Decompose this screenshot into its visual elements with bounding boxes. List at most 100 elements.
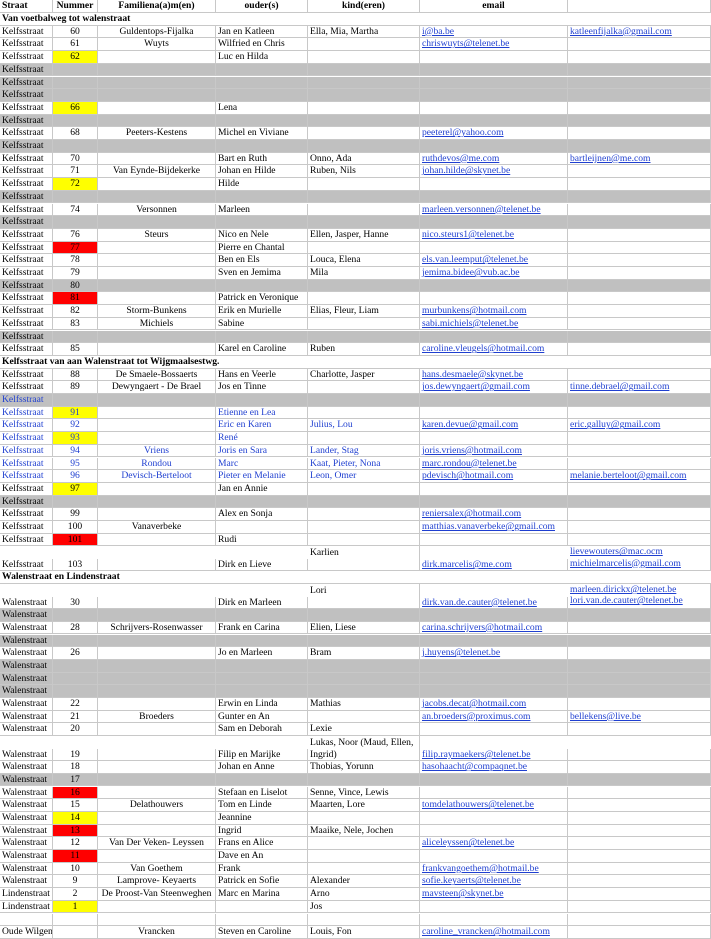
- ouders-cell: [216, 913, 308, 926]
- email-cell[interactable]: reniersalex@hotmail.com: [420, 508, 568, 520]
- email-2-cell: [568, 773, 711, 786]
- straat-cell: Kelfsstraat: [0, 457, 53, 470]
- email-cell[interactable]: joris.vriens@hotmail.com: [420, 444, 568, 457]
- email-2-cell[interactable]: lievewouters@mac.ocm michielmarcelis@gmai…: [568, 546, 711, 571]
- email-cell[interactable]: i@ba.be: [420, 25, 568, 38]
- email-cell[interactable]: caroline_vrancken@hotmail.com: [420, 926, 568, 938]
- kinderen-cell: Lexie: [308, 723, 420, 736]
- email-cell[interactable]: johan.hilde@skynet.be: [420, 165, 568, 178]
- email-link[interactable]: michielmarcelis@gmail.com: [570, 557, 681, 569]
- table-row: Kelfsstraat 85 Karel en Caroline Ruben carol…: [0, 343, 711, 356]
- email-2-cell[interactable]: bartleijnen@me.com: [568, 152, 711, 165]
- nummer-cell: 30: [53, 596, 98, 609]
- kinderen-cell: Elias, Fleur, Liam: [308, 305, 420, 317]
- familie-cell: Versonnen: [98, 203, 216, 216]
- email-2-cell: [568, 343, 711, 355]
- email-cell[interactable]: peeterel@yahoo.com: [420, 127, 568, 139]
- email-2-cell: [568, 165, 711, 178]
- email-cell[interactable]: nico.steurs1@telenet.be: [420, 228, 568, 241]
- email-cell[interactable]: els.van.leemput@telenet.be: [420, 254, 568, 266]
- email-cell: [420, 609, 568, 621]
- email-2-cell: [568, 811, 711, 824]
- email-cell[interactable]: carina.schrijvers@hotmail.com: [420, 621, 568, 634]
- straat-cell: Kelfsstraat: [0, 521, 53, 533]
- email-cell[interactable]: an.broeders@proximus.com: [420, 710, 568, 723]
- familie-cell: Broeders: [98, 710, 216, 723]
- email-cell[interactable]: karen.devue@gmail.com: [420, 419, 568, 432]
- email-2-cell: [568, 330, 711, 343]
- nummer-cell: [53, 216, 98, 228]
- ouders-cell: Steven en Caroline: [216, 926, 308, 938]
- email-cell: [420, 482, 568, 495]
- email-cell[interactable]: frankvangoethem@hotmail.be: [420, 862, 568, 875]
- email-cell[interactable]: sabi.michiels@telenet.be: [420, 317, 568, 330]
- straat-cell: Lindenstraat: [0, 888, 53, 900]
- email-cell[interactable]: hans.desmaele@skynet.be: [420, 368, 568, 381]
- ouders-cell: Ingrid: [216, 824, 308, 837]
- familie-cell: [98, 140, 216, 152]
- table-row: Kelfsstraat 60 Guldentops-Fijalka Jan en Ka…: [0, 25, 711, 39]
- email-2-cell[interactable]: marleen.dirickx@telenet.be lori.van.de.ca…: [568, 584, 711, 609]
- nummer-cell: 92: [53, 419, 98, 432]
- email-cell[interactable]: caroline.vleugels@hotmail.com: [420, 343, 568, 355]
- familie-cell: [98, 495, 216, 508]
- email-cell[interactable]: dirk.marcelis@me.com: [420, 559, 568, 571]
- email-2-cell[interactable]: tinne.debrael@gmail.com: [568, 381, 711, 393]
- straat-cell: Kelfsstraat: [0, 368, 53, 381]
- email-cell[interactable]: sofie.keyaerts@telenet.be: [420, 875, 568, 888]
- email-cell[interactable]: ruthdevos@me.com: [420, 152, 568, 165]
- email-cell[interactable]: pdevisch@hotmail.com: [420, 470, 568, 482]
- nummer-cell: 20: [53, 723, 98, 736]
- email-2-cell[interactable]: katleenfijalka@gmail.com: [568, 25, 711, 38]
- email-cell[interactable]: dirk.van.de.cauter@telenet.be: [420, 596, 568, 609]
- email-link[interactable]: lievewouters@mac.ocm: [570, 546, 663, 558]
- email-cell: [420, 811, 568, 824]
- nummer-cell: 93: [53, 432, 98, 444]
- email-2-cell[interactable]: bellekens@live.be: [568, 710, 711, 723]
- straat-cell: Kelfsstraat: [0, 292, 53, 305]
- nummer-cell: 18: [53, 761, 98, 773]
- table-row: Kelfsstraat 91 Etienne en Lea: [0, 406, 711, 420]
- nummer-cell: 14: [53, 811, 98, 824]
- straat-cell: Walenstraat: [0, 862, 53, 875]
- familie-cell: [98, 254, 216, 266]
- header-email: email: [420, 0, 568, 12]
- email-cell[interactable]: hasohaacht@compaqnet.be: [420, 761, 568, 773]
- email-cell[interactable]: jos.dewyngaert@gmail.com: [420, 381, 568, 393]
- email-cell[interactable]: jemima.bidee@vub.ac.be: [420, 267, 568, 279]
- email-cell[interactable]: marc.rondou@telenet.be: [420, 457, 568, 470]
- email-link[interactable]: lori.van.de.cauter@telenet.be: [570, 595, 683, 607]
- ouders-cell: Patrick en Sofie: [216, 875, 308, 888]
- nummer-cell: 95: [53, 457, 98, 470]
- familie-cell: Rondou: [98, 457, 216, 470]
- nummer-cell: 66: [53, 101, 98, 114]
- email-cell[interactable]: marleen.versonnen@telenet.be: [420, 203, 568, 216]
- table-row: Kelfsstraat 99 Alex en Sonja reniersalex@ho…: [0, 508, 711, 521]
- table-row: Walenstraat 13 Ingrid Maaike, Nele, Jochen: [0, 824, 711, 838]
- ouders-cell: Jan en Katleen: [216, 25, 308, 38]
- email-cell[interactable]: j.huyens@telenet.be: [420, 647, 568, 659]
- email-2-cell[interactable]: eric.galluy@gmail.com: [568, 419, 711, 432]
- email-2-cell: [568, 89, 711, 101]
- email-cell[interactable]: jacobs.decat@hotmail.com: [420, 698, 568, 710]
- email-cell[interactable]: chriswuyts@telenet.be: [420, 38, 568, 51]
- straat-cell: Kelfsstraat: [0, 89, 53, 101]
- email-cell[interactable]: mavsteen@skynet.be: [420, 888, 568, 900]
- email-cell[interactable]: murbunkens@hotmail.com: [420, 305, 568, 317]
- table-row: Kelfsstraat 93 René: [0, 432, 711, 445]
- table-row: Kelfsstraat 95 Rondou Marc Kaat, Pieter, Non…: [0, 457, 711, 471]
- familie-cell: [98, 698, 216, 710]
- nummer-cell: 72: [53, 178, 98, 190]
- email-cell[interactable]: tomdelathouwers@telenet.be: [420, 799, 568, 811]
- nummer-cell: 97: [53, 482, 98, 495]
- email-2-cell[interactable]: melanie.berteloot@gmail.com: [568, 470, 711, 482]
- email-cell[interactable]: aliceleyssen@telenet.be: [420, 837, 568, 849]
- email-cell[interactable]: matthias.vanaverbeke@gmail.com: [420, 521, 568, 533]
- familie-cell: [98, 292, 216, 305]
- kinderen-cell: [308, 533, 420, 546]
- email-cell[interactable]: filip.raymaekers@telenet.be: [420, 748, 568, 761]
- kinderen-cell: Louca, Elena: [308, 254, 420, 266]
- table-row: Kelfsstraat 94 Vriens Joris en Sara Lander, …: [0, 444, 711, 458]
- email-link[interactable]: marleen.dirickx@telenet.be: [570, 584, 677, 596]
- email-cell: [420, 913, 568, 926]
